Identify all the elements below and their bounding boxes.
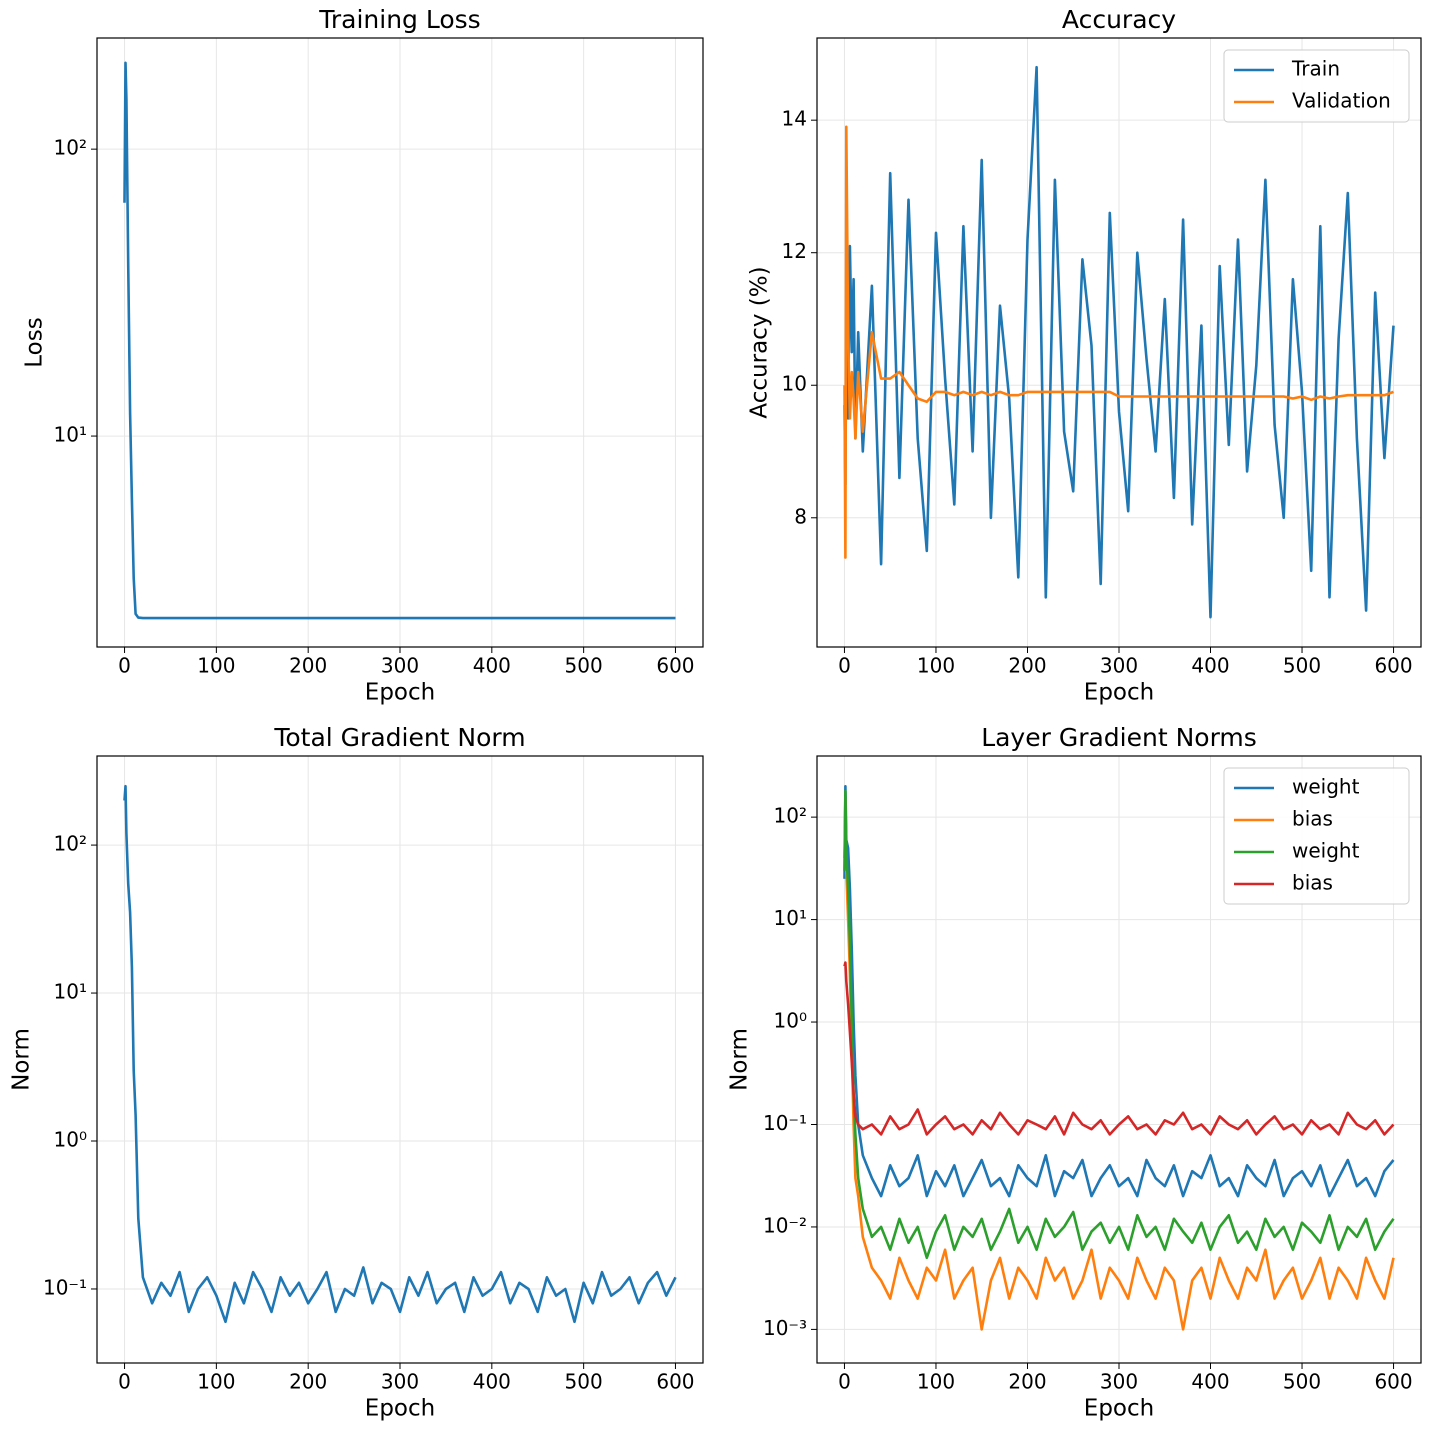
legend-label: weight (1292, 775, 1360, 799)
panel: 0 100 200 300 400 500 600 10⁻³ 10⁻² 10⁻¹ 10⁰ 10¹ 10²… (727, 723, 1422, 1422)
x-tick-label: 400 (473, 1370, 511, 1394)
y-tick-label: 10⁻³ (763, 1316, 807, 1340)
series-line (123, 61, 676, 620)
x-tick-label: 600 (1374, 1370, 1412, 1394)
legend-label: Validation (1292, 89, 1391, 113)
legend-label: weight (1292, 839, 1360, 863)
series-line (843, 789, 1395, 1260)
panel: 0 100 200 300 400 500 600 10¹ 10² Training Loss Ep… (22, 5, 704, 706)
x-tick-label: 200 (289, 654, 327, 678)
x-axis-label: Epoch (365, 680, 435, 706)
y-tick-label: 14 (782, 107, 807, 131)
x-tick-label: 400 (1191, 654, 1229, 678)
x-tick-label: 500 (1283, 654, 1321, 678)
y-tick-label: 10⁻² (763, 1213, 807, 1237)
y-tick-label: 10² (54, 136, 87, 160)
x-tick-label: 300 (381, 654, 419, 678)
plot-frame (816, 37, 1422, 648)
y-axis-label: Norm (727, 1028, 753, 1091)
y-tick-label: 10 (782, 372, 807, 396)
x-tick-label: 600 (656, 654, 694, 678)
legend-label: bias (1292, 807, 1333, 831)
x-tick-label: 100 (917, 1370, 955, 1394)
series-line (123, 784, 677, 1324)
y-tick-label: 10⁰ (774, 1009, 807, 1033)
x-tick-label: 0 (118, 1370, 131, 1394)
y-axis-label: Norm (9, 1028, 35, 1091)
x-tick-label: 600 (656, 1370, 694, 1394)
y-tick-label: 10¹ (54, 980, 87, 1004)
x-tick-label: 200 (1008, 1370, 1046, 1394)
y-axis-label: Loss (22, 317, 48, 367)
y-axis-label: Accuracy (%) (747, 266, 773, 418)
x-axis-label: Epoch (365, 1396, 435, 1422)
series-line (843, 65, 1395, 619)
y-tick-label: 10⁻¹ (43, 1275, 87, 1299)
series-line (843, 125, 1394, 559)
chart-title: Training Loss (318, 5, 480, 34)
panel: 0 100 200 300 400 500 600 8 10 12 14 Accuracy Epoch A… (747, 5, 1422, 706)
y-tick-label: 10² (774, 804, 807, 828)
legend-label: Train (1291, 57, 1340, 81)
y-tick-label: 10⁰ (54, 1128, 87, 1152)
x-tick-label: 0 (838, 1370, 851, 1394)
legend-box (1223, 49, 1410, 123)
legend-box (1223, 767, 1410, 905)
plot-frame (96, 755, 704, 1364)
x-tick-label: 600 (1374, 654, 1412, 678)
legend-label: bias (1292, 871, 1333, 895)
x-tick-label: 300 (1100, 654, 1138, 678)
y-tick-label: 10² (54, 832, 87, 856)
x-tick-label: 100 (917, 654, 955, 678)
x-axis-label: Epoch (1084, 1396, 1154, 1422)
x-tick-label: 0 (118, 654, 131, 678)
x-tick-label: 300 (381, 1370, 419, 1394)
plot-frame (816, 755, 1422, 1364)
x-tick-label: 500 (565, 654, 603, 678)
y-tick-label: 12 (782, 239, 807, 263)
x-tick-label: 300 (1100, 1370, 1138, 1394)
y-tick-label: 10⁻¹ (763, 1111, 807, 1135)
x-tick-label: 500 (565, 1370, 603, 1394)
panel: 0 100 200 300 400 500 600 10⁻¹ 10⁰ 10¹ 10² Total Gr… (9, 723, 704, 1422)
chart-title: Accuracy (1062, 5, 1176, 34)
y-tick-label: 10¹ (54, 423, 87, 447)
x-tick-label: 100 (197, 654, 235, 678)
x-tick-label: 400 (1191, 1370, 1229, 1394)
x-tick-label: 400 (473, 654, 511, 678)
series-line (843, 961, 1395, 1136)
x-tick-label: 200 (1008, 654, 1046, 678)
y-tick-label: 8 (794, 504, 807, 528)
series-line (843, 797, 1395, 1331)
chart-title: Layer Gradient Norms (981, 723, 1257, 752)
x-tick-label: 0 (838, 654, 851, 678)
series-line (843, 785, 1395, 1198)
plot-frame (96, 37, 704, 648)
x-tick-label: 200 (289, 1370, 327, 1394)
x-tick-label: 500 (1283, 1370, 1321, 1394)
x-axis-label: Epoch (1084, 680, 1154, 706)
chart-title: Total Gradient Norm (273, 723, 525, 752)
x-tick-label: 100 (197, 1370, 235, 1394)
y-tick-label: 10¹ (774, 906, 807, 930)
